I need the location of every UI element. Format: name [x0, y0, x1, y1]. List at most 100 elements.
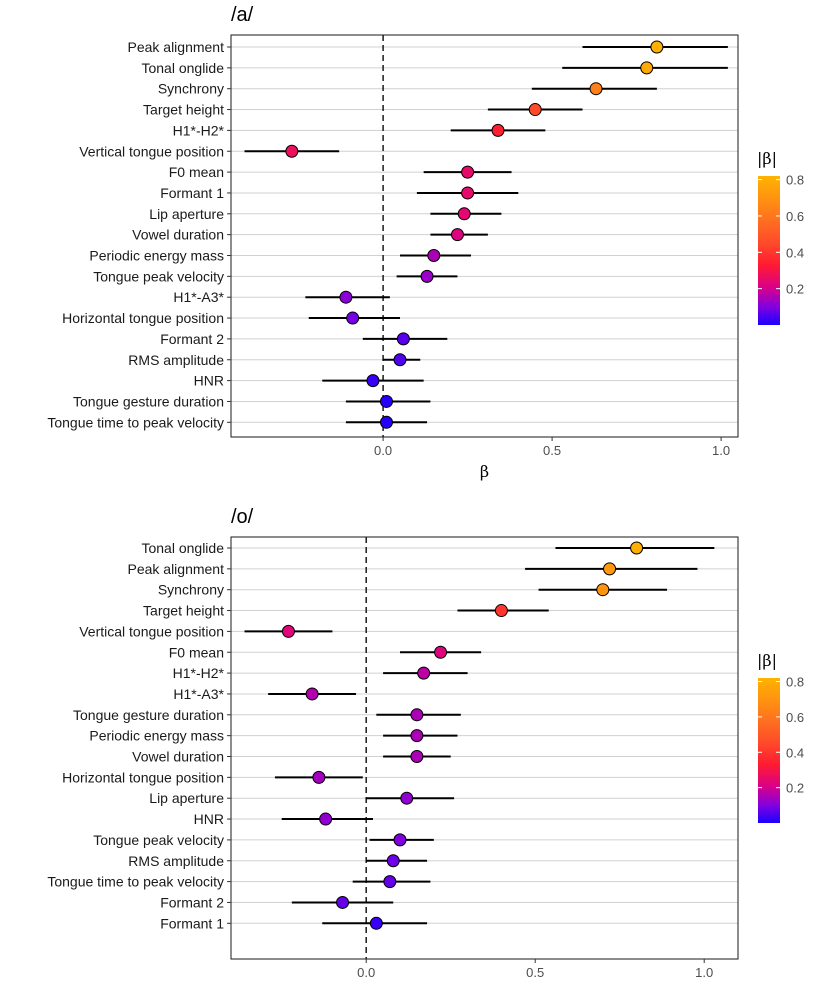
panel-2-point: [494, 604, 508, 618]
panel-2-point: [383, 875, 397, 889]
panel-1-category-label: HNR: [194, 373, 224, 389]
panel-2-point: [281, 624, 295, 638]
panel-2-category-label: RMS amplitude: [128, 853, 224, 869]
panel-1-legend-tick-label: 0.6: [786, 209, 804, 224]
panel-1-category-label: Lip aperture: [149, 206, 224, 222]
panel-1-category-label: RMS amplitude: [128, 352, 224, 368]
panel-1-point: [640, 61, 654, 75]
panel-1-x-axis-label: β: [480, 462, 489, 481]
panel-2-legend-tick-label: 0.8: [786, 675, 804, 690]
panel-2-category-label: Formant 1: [160, 915, 224, 931]
panel-1-point: [379, 415, 393, 429]
panel-1-point: [396, 332, 410, 346]
panel-2-point: [410, 708, 424, 722]
panel-1-x-tick-label: 0.0: [374, 443, 392, 458]
panel-1-category-label: Tongue time to peak velocity: [47, 414, 224, 430]
panel-2-point: [305, 687, 319, 701]
panel-1-x-tick-label: 1.0: [712, 443, 730, 458]
panel-1-category-label: H1*-H2*: [173, 122, 225, 138]
panel-2-legend-tick-label: 0.6: [786, 710, 804, 725]
panel-1-point: [589, 82, 603, 96]
panel-1-point: [427, 249, 441, 262]
panel-1-category-label: Tongue peak velocity: [93, 268, 224, 284]
panel-2-point: [434, 645, 448, 659]
panel-2-point: [369, 916, 383, 930]
panel-1-plot-area: [231, 35, 738, 437]
panel-2-title: /o/: [231, 506, 254, 528]
panel-2-point: [319, 812, 333, 826]
panel-1-category-label: F0 mean: [169, 164, 224, 180]
panel-1-point: [346, 311, 360, 325]
panel-2-point: [410, 750, 424, 763]
panel-2-category-label: Formant 2: [160, 894, 224, 910]
panel-2-category-label: Tonal onglide: [141, 540, 224, 556]
panel-2-category-label: Tongue gesture duration: [73, 707, 224, 723]
panel-1-category-label: Peak alignment: [127, 39, 224, 55]
panel-2-x-tick-label: 1.0: [695, 965, 713, 980]
panel-1-category-label: Tonal onglide: [141, 60, 224, 76]
panel-1-point: [393, 353, 407, 367]
panel-2-frame: [230, 536, 739, 960]
panel-1-legend-tick-label: 0.2: [786, 282, 804, 297]
panel-1-category-label: Synchrony: [158, 81, 224, 97]
panel-1-point: [457, 207, 471, 221]
panel-1-legend-colorbar: [758, 176, 780, 325]
panel-2-point: [410, 729, 424, 743]
panel-1-category-label: Horizontal tongue position: [62, 310, 224, 326]
panel-2-plot-area: [231, 537, 738, 959]
panel-2-legend-tick-label: 0.4: [786, 745, 804, 760]
panel-2-category-label: Periodic energy mass: [89, 728, 224, 744]
panel-1-point: [285, 144, 299, 158]
panel-1-point: [650, 40, 664, 54]
panel-2-category-label: H1*-A3*: [173, 686, 224, 702]
panel-1-point: [461, 165, 475, 179]
panel-2-category-label: Horizontal tongue position: [62, 769, 224, 785]
panel-1-title: /a/: [231, 4, 254, 26]
panel-1-point: [450, 228, 464, 242]
panel-1-legend-tick-label: 0.8: [786, 173, 804, 188]
panel-1-legend-title: |β|: [757, 149, 777, 168]
panel-2-x-tick-label: 0.0: [357, 965, 375, 980]
panel-2-point: [400, 791, 414, 805]
panel-2-category-label: Vowel duration: [132, 749, 224, 765]
panel-2-legend-colorbar: [758, 678, 780, 823]
panel-2-legend-title: |β|: [757, 651, 777, 670]
panel-2-category-label: H1*-H2*: [173, 665, 225, 681]
panel-1-point: [491, 123, 505, 137]
panel-2-point: [312, 770, 326, 784]
panel-2-point: [630, 541, 644, 555]
panel-2-category-label: Tongue time to peak velocity: [47, 874, 224, 890]
panel-1-legend-tick-label: 0.4: [786, 245, 804, 260]
panel-2-category-label: Lip aperture: [149, 790, 224, 806]
panel-2-point: [336, 895, 350, 909]
panel-1-point: [366, 374, 380, 388]
panel-1-category-label: H1*-A3*: [173, 289, 224, 305]
panel-1-category-label: Periodic energy mass: [89, 248, 224, 264]
panel-1-point: [461, 186, 475, 200]
panel-1-category-label: Vertical tongue position: [79, 143, 224, 159]
panel-1-point: [339, 290, 353, 304]
panel-1-x-tick-label: 0.5: [543, 443, 561, 458]
panel-2-category-label: Vertical tongue position: [79, 623, 224, 639]
panel-2-point: [393, 833, 407, 847]
panel-2-point: [596, 583, 610, 597]
panel-1-frame: [230, 34, 739, 438]
panel-2-category-label: Target height: [143, 603, 224, 619]
panel-1-point: [528, 103, 542, 117]
panel-2-legend-tick-label: 0.2: [786, 781, 804, 796]
panel-2-category-label: HNR: [194, 811, 224, 827]
panel-1-category-label: Formant 2: [160, 331, 224, 347]
panel-1-category-label: Target height: [143, 102, 224, 118]
panel-2-point: [603, 562, 617, 576]
panel-2-category-label: F0 mean: [169, 644, 224, 660]
panel-2-x-tick-label: 0.5: [526, 965, 544, 980]
panel-1-point: [379, 394, 393, 408]
panel-2-category-label: Peak alignment: [127, 561, 224, 577]
panel-2-category-label: Synchrony: [158, 582, 224, 598]
panel-2-category-label: Tongue peak velocity: [93, 832, 224, 848]
panel-1-point: [420, 269, 434, 283]
panel-2-point: [417, 666, 431, 680]
panel-1-category-label: Tongue gesture duration: [73, 393, 224, 409]
panel-2-point: [386, 854, 400, 868]
